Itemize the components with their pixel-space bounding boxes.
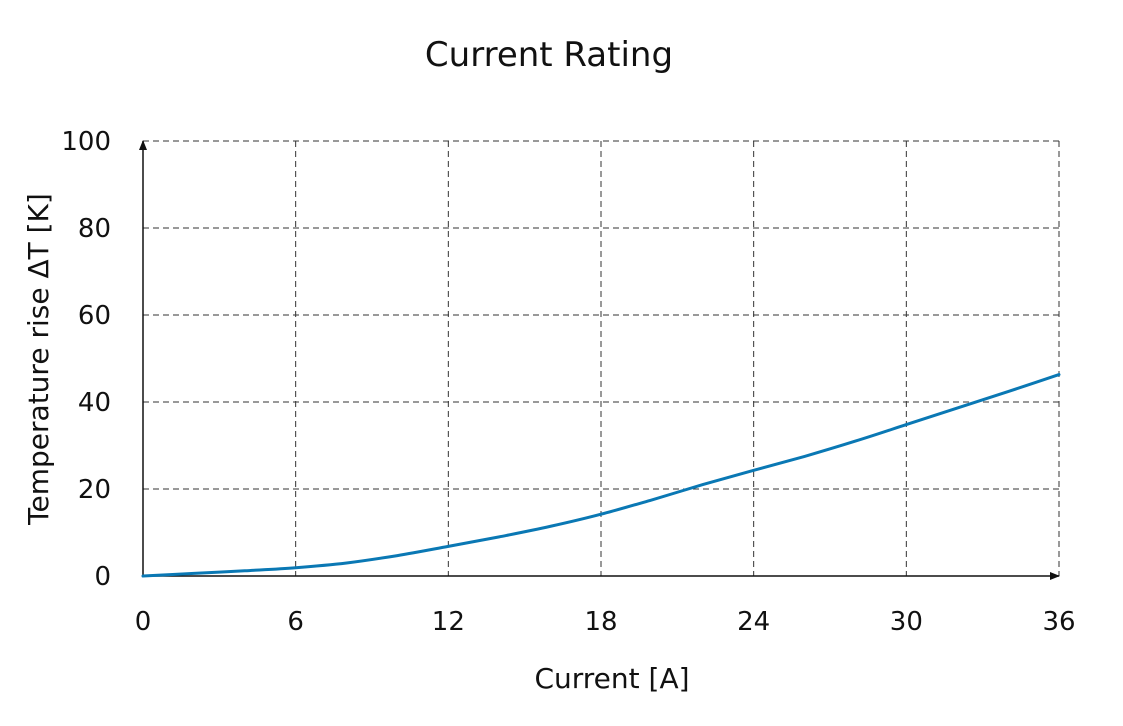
x-tick-label: 36 xyxy=(1042,607,1075,637)
x-tick-labels: 0 6 12 18 24 30 36 xyxy=(135,607,1076,637)
x-tick-label: 18 xyxy=(584,607,617,637)
series-group xyxy=(141,373,1061,578)
x-tick-label: 6 xyxy=(287,607,304,637)
x-tick-label: 0 xyxy=(135,607,152,637)
grid-lines xyxy=(143,140,1060,576)
y-tick-labels: 0 20 40 60 80 100 xyxy=(61,127,111,592)
y-tick-label: 0 xyxy=(94,562,111,592)
x-tick-label: 30 xyxy=(890,607,923,637)
series-line xyxy=(141,373,1061,578)
x-tick-label: 24 xyxy=(737,607,770,637)
x-tick-label: 12 xyxy=(432,607,465,637)
chart-title: Current Rating xyxy=(425,35,673,75)
y-tick-label: 40 xyxy=(78,388,111,418)
y-tick-label: 60 xyxy=(78,301,111,331)
axes xyxy=(139,140,1060,580)
y-axis-label: Temperature rise ΔT [K] xyxy=(22,193,55,526)
y-tick-label: 100 xyxy=(61,127,111,157)
y-tick-label: 80 xyxy=(78,214,111,244)
x-axis-label: Current [A] xyxy=(534,662,689,695)
y-tick-label: 20 xyxy=(78,475,111,505)
